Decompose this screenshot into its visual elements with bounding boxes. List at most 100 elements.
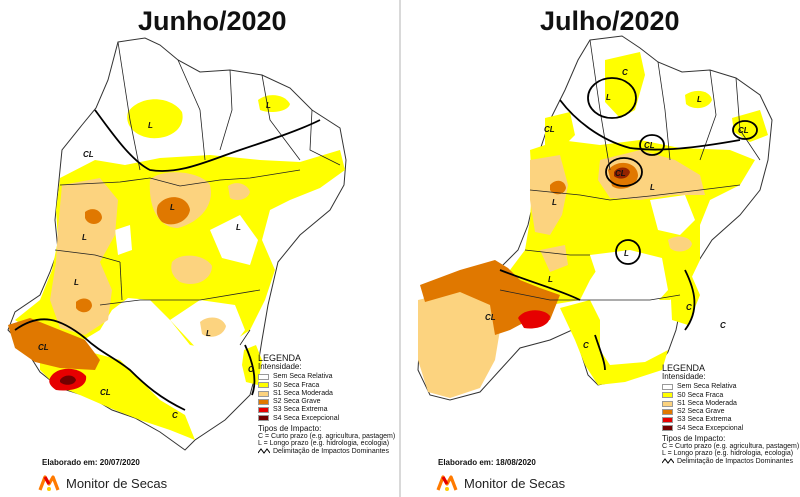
legend-impact-title: Tipos de Impacto: bbox=[662, 433, 726, 443]
map-label: C bbox=[686, 303, 692, 312]
legend-swatch bbox=[662, 383, 673, 390]
map-label: L bbox=[266, 101, 271, 110]
s1-area-sw bbox=[418, 290, 500, 398]
map-label: CL bbox=[100, 388, 111, 397]
legend-item: Sem Seca Relativa bbox=[258, 373, 395, 381]
s0-area-se bbox=[670, 272, 700, 325]
brand-name: Monitor de Secas bbox=[66, 475, 168, 491]
legend-intensity-label: Intensidade: bbox=[258, 362, 302, 372]
s0-area-south bbox=[560, 300, 668, 385]
map-label: C bbox=[583, 341, 589, 350]
legend-item: S0 Seca Fraca bbox=[662, 391, 799, 399]
delimitation-line-icon bbox=[258, 448, 270, 455]
map-label: L bbox=[206, 329, 211, 338]
legend-item: S2 Seca Grave bbox=[662, 408, 799, 416]
map-panel-july: Julho/2020 bbox=[400, 0, 800, 497]
s3-area-south bbox=[518, 310, 550, 329]
delim-line-sw bbox=[14, 318, 186, 411]
no-drought-west bbox=[115, 225, 132, 255]
map-panel-june: Junho/2020 bbox=[7, 6, 395, 492]
map-label: L bbox=[170, 203, 175, 212]
s1-area-pocket bbox=[668, 236, 692, 252]
brand-name: Monitor de Secas bbox=[464, 475, 566, 491]
map-label: CL bbox=[83, 150, 94, 159]
map-title: Junho/2020 bbox=[138, 6, 287, 36]
legend-title: LEGENDA bbox=[662, 363, 706, 373]
map-label: L bbox=[236, 223, 241, 232]
map-label: C bbox=[720, 321, 726, 330]
delim-line-sw bbox=[499, 269, 581, 301]
legend-impact-l: L = Longo prazo (e.g. hidrologia, ecolog… bbox=[662, 450, 794, 458]
map-label: CL bbox=[38, 343, 49, 352]
delim-ellipse-ne bbox=[732, 120, 758, 140]
map-label: CL bbox=[485, 313, 496, 322]
legend-item: Sem Seca Relativa bbox=[662, 383, 799, 391]
legend-title: LEGENDA bbox=[258, 353, 302, 363]
s4-area-center bbox=[614, 167, 630, 179]
map-label: CL bbox=[644, 141, 655, 150]
no-drought-east bbox=[650, 195, 695, 235]
map-title: Julho/2020 bbox=[540, 6, 680, 36]
s2-area-w2 bbox=[76, 298, 92, 313]
legend-swatch bbox=[258, 415, 269, 422]
legend: LEGENDA Intensidade: Sem Seca Relativa S… bbox=[258, 353, 395, 455]
legend-item: S1 Seca Moderada bbox=[662, 399, 799, 407]
map-label: CL bbox=[738, 126, 749, 135]
map-label: L bbox=[624, 249, 629, 258]
delim-ellipse-mid bbox=[615, 239, 641, 265]
monitor-de-secas-logo-icon bbox=[436, 475, 458, 491]
delim-line-north bbox=[559, 99, 741, 151]
legend-item: S1 Seca Moderada bbox=[258, 389, 395, 397]
drought-map-july: C L L CL CL CL L L CL L CL C C L C bbox=[417, 35, 773, 401]
map-label: L bbox=[697, 95, 702, 104]
delim-line-se bbox=[244, 344, 256, 396]
s0-area-nw bbox=[545, 112, 575, 150]
s0-area-ne2 bbox=[732, 110, 768, 142]
map-label: C bbox=[172, 411, 178, 420]
legend-swatch bbox=[662, 408, 673, 415]
legend-impact-c: C = Curto prazo (e.g. agricultura, pasta… bbox=[662, 443, 800, 450]
s1-area-mid bbox=[540, 245, 568, 272]
map-label: CL bbox=[615, 169, 626, 178]
legend-item: S0 Seca Fraca bbox=[258, 381, 395, 389]
legend-item: S4 Seca Excepcional bbox=[258, 414, 395, 422]
s1-area-west bbox=[530, 155, 568, 235]
delim-ellipse-north bbox=[587, 77, 637, 119]
legend-swatch bbox=[258, 390, 269, 397]
map-label: L bbox=[552, 198, 557, 207]
s2-area-sw bbox=[8, 318, 100, 370]
legend-swatch bbox=[662, 400, 673, 407]
s0-area-ne bbox=[685, 90, 712, 109]
legend-impact-title: Tipos de Impacto: bbox=[258, 423, 322, 433]
elaborated-date: Elaborado em: 20/07/2020 bbox=[42, 458, 140, 467]
map-label: C bbox=[248, 365, 254, 374]
s2-area-center bbox=[156, 197, 190, 225]
delim-ellipse-w bbox=[605, 157, 643, 187]
brand-logo: Monitor de Secas bbox=[436, 474, 565, 492]
legend-swatch bbox=[258, 373, 269, 380]
s4-area-sw bbox=[60, 375, 76, 385]
delim-line-north bbox=[94, 109, 321, 172]
map-label: C bbox=[622, 68, 628, 77]
legend-swatch bbox=[662, 425, 673, 432]
elaborated-date: Elaborado em: 18/08/2020 bbox=[438, 458, 536, 467]
legend-swatch bbox=[662, 392, 673, 399]
legend-delimitation: Delimitação de Impactos Dominantes bbox=[258, 448, 395, 455]
map-label: L bbox=[148, 121, 153, 130]
brand-logo: Monitor de Secas bbox=[38, 474, 167, 492]
no-drought-sw bbox=[210, 215, 258, 265]
drought-map-june: L CL L L L L L CL L CL C C bbox=[7, 37, 347, 451]
legend: LEGENDA Intensidade: Sem Seca Relativa S… bbox=[662, 363, 800, 465]
delim-line-south bbox=[594, 334, 606, 371]
map-label: L bbox=[650, 183, 655, 192]
no-drought-south bbox=[605, 322, 662, 360]
s1-area-pocket3 bbox=[200, 317, 226, 337]
delim-line-east bbox=[684, 269, 696, 331]
legend-item: S4 Seca Excepcional bbox=[662, 424, 799, 432]
legend-swatch bbox=[258, 407, 269, 414]
s1-area-pocket bbox=[171, 255, 212, 285]
legend-item: S3 Seca Extrema bbox=[662, 416, 799, 424]
map-label: L bbox=[606, 93, 611, 102]
legend-swatch bbox=[258, 398, 269, 405]
map-label: L bbox=[548, 275, 553, 284]
